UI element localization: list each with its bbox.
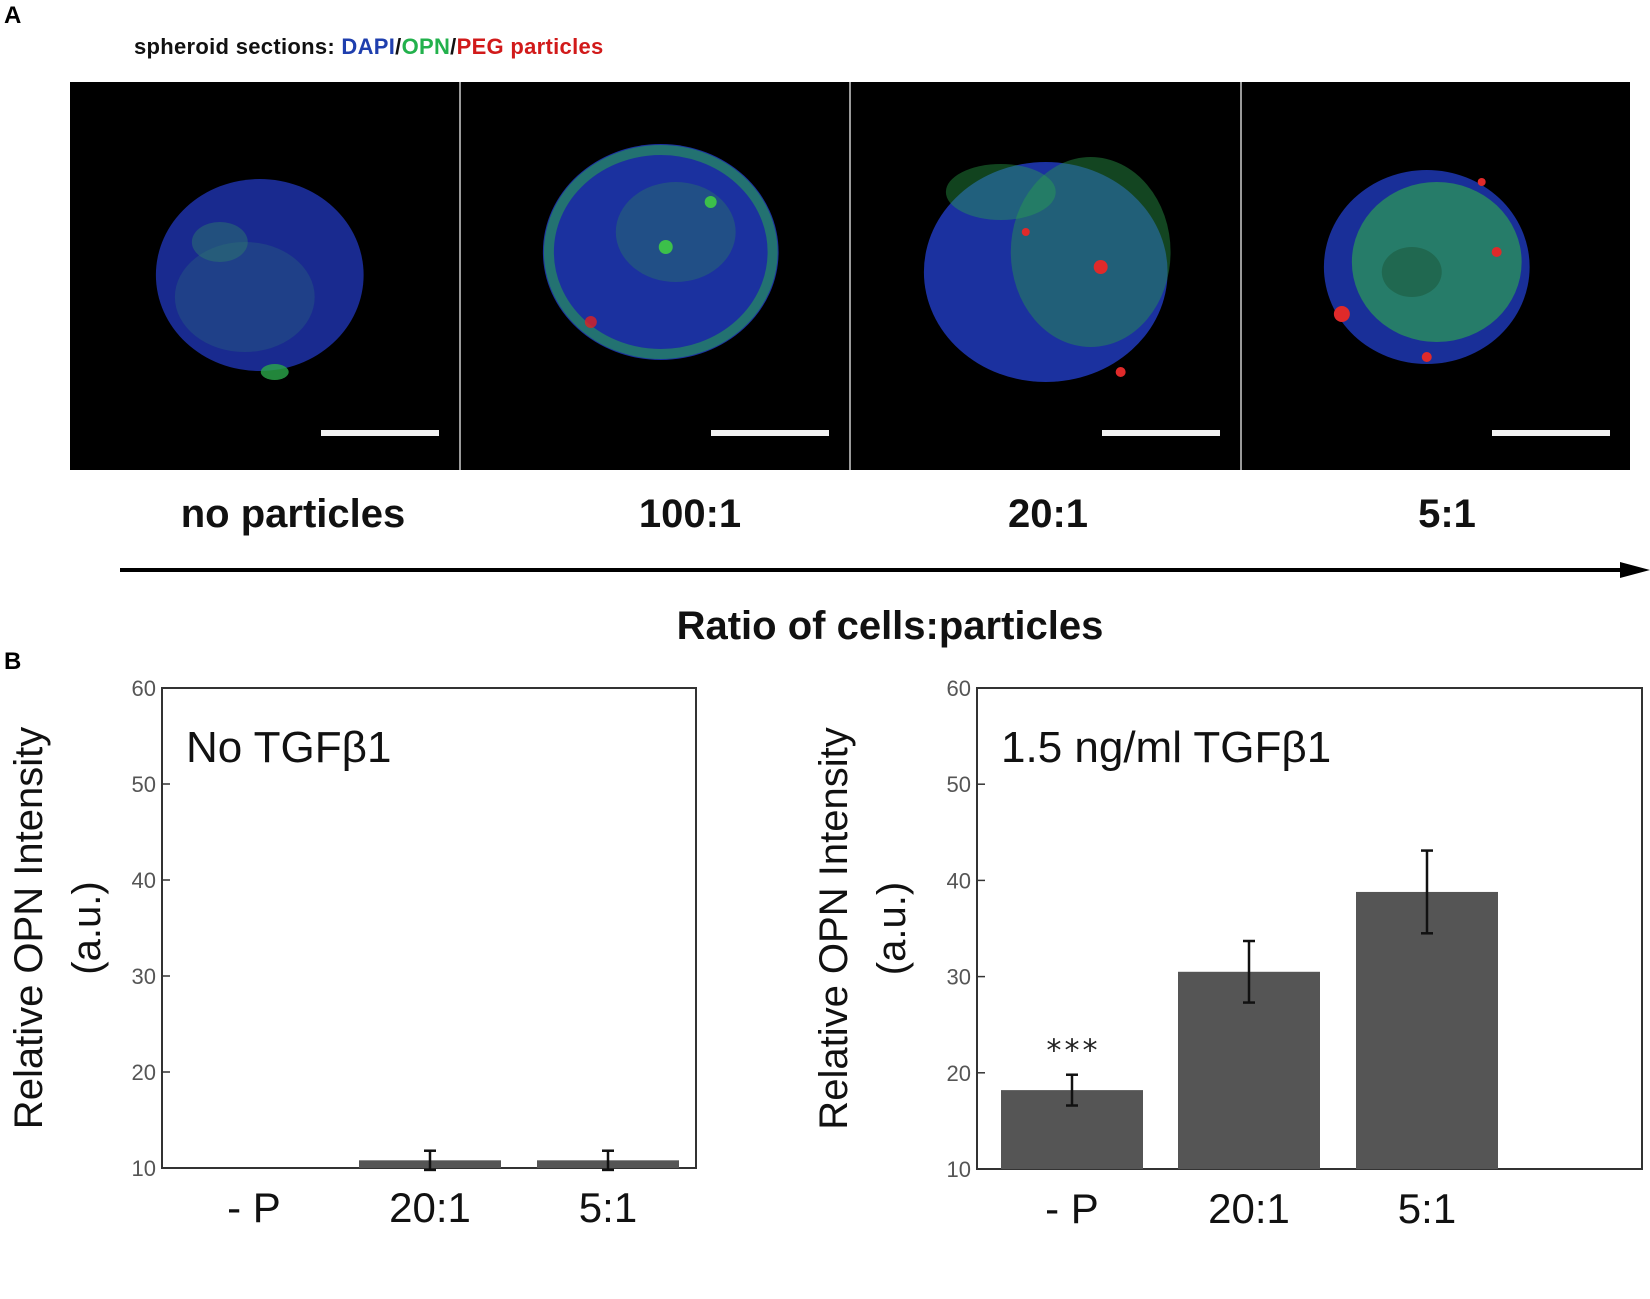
- y-tick-label: 10: [947, 1157, 971, 1182]
- y-tick-label: 60: [132, 676, 156, 701]
- y-axis-label: (a.u.): [870, 882, 914, 975]
- chart-no-tgf: 10 20 30 40 50 60 Relative OPN Intensity (a.u.)…: [0, 676, 760, 1294]
- legend-segment: /: [450, 34, 457, 59]
- condition-annotation: No TGFβ1: [186, 723, 391, 772]
- scale-bar: [711, 430, 829, 436]
- category-label: - P: [1045, 1185, 1099, 1232]
- condition-label-100-1: 100:1: [638, 492, 742, 536]
- micrograph-no-particles: [70, 82, 461, 470]
- y-tick-label: 40: [132, 868, 156, 893]
- micrograph-100-1: [461, 82, 851, 470]
- y-tick-label: 50: [947, 772, 971, 797]
- scale-bar: [1492, 430, 1610, 436]
- y-tick-label: 10: [132, 1156, 156, 1181]
- category-label: 20:1: [1208, 1185, 1290, 1232]
- category-label: - P: [227, 1184, 281, 1231]
- category-label: 20:1: [389, 1184, 471, 1231]
- category-label: 5:1: [579, 1184, 637, 1231]
- bar-chart-tgf: 10 20 30 40 50 60 Relative OPN Intensity (a.u.)…: [812, 676, 1643, 1232]
- bar-chart-no-tgf: 10 20 30 40 50 60 Relative OPN Intensity (a.u.)…: [7, 676, 697, 1231]
- y-tick-label: 30: [947, 965, 971, 990]
- micrograph-5-1: [1242, 82, 1631, 470]
- image-legend: spheroid sections: DAPI/OPN/PEG particle…: [134, 34, 604, 60]
- y-tick-label: 20: [132, 1060, 156, 1085]
- legend-segment: DAPI: [341, 34, 396, 59]
- chart-tgf: 10 20 30 40 50 60 Relative OPN Intensity (a.u.)…: [812, 676, 1650, 1294]
- spheroid-image: [155, 179, 364, 380]
- bar: [1356, 891, 1498, 1169]
- spheroid-image: [1323, 170, 1530, 364]
- panel-b-letter: B: [4, 648, 22, 675]
- condition-annotation: 1.5 ng/ml TGFβ1: [1001, 723, 1331, 772]
- y-tick-label: 20: [947, 1061, 971, 1086]
- y-tick-label: 50: [132, 772, 156, 797]
- scale-bar: [1101, 430, 1220, 436]
- micrograph-20-1: [851, 82, 1242, 470]
- scale-bar: [320, 430, 439, 436]
- y-axis-label: Relative OPN Intensity: [7, 727, 51, 1129]
- condition-label-5-1: 5:1: [1418, 492, 1476, 536]
- legend-segment: /: [395, 34, 402, 59]
- condition-label-no-particles: no particles: [180, 492, 406, 536]
- y-tick-label: 40: [947, 868, 971, 893]
- spheroid-image: [923, 157, 1171, 382]
- panel-a-letter: A: [4, 2, 22, 29]
- micrograph-row: [70, 82, 1630, 470]
- y-tick-label: 60: [947, 676, 971, 701]
- plot-frame: [161, 687, 697, 1169]
- spheroid-image: [542, 144, 779, 360]
- category-label: 5:1: [1398, 1185, 1456, 1232]
- ratio-axis-title: Ratio of cells:particles: [676, 604, 1104, 648]
- legend-segment: PEG particles: [456, 34, 604, 59]
- y-axis-label: (a.u.): [65, 881, 109, 974]
- legend-segment: spheroid sections:: [134, 34, 342, 59]
- bar: [1178, 971, 1320, 1169]
- y-tick-label: 30: [132, 964, 156, 989]
- legend-segment: OPN: [401, 34, 451, 59]
- condition-label-20-1: 20:1: [1007, 492, 1089, 536]
- ratio-arrow: [120, 562, 1650, 578]
- significance-marker: ***: [1045, 1034, 1099, 1069]
- y-axis-label: Relative OPN Intensity: [812, 727, 856, 1129]
